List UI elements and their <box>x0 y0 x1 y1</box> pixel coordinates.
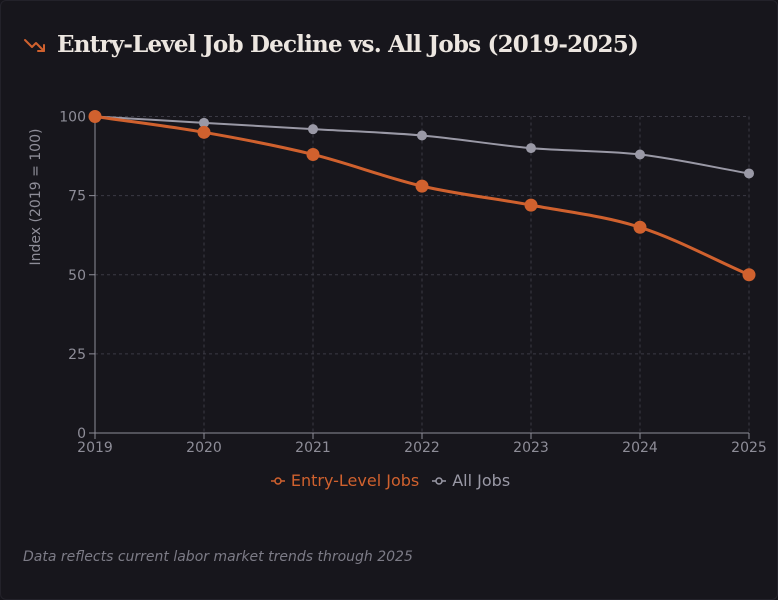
data-point-all-jobs <box>526 143 536 154</box>
series-lines <box>88 110 756 282</box>
legend-marker-all-icon <box>432 476 447 485</box>
y-axis-title: Index (2019 = 100) <box>28 129 44 266</box>
x-tick-label: 2025 <box>731 440 767 456</box>
x-tick-label: 2021 <box>295 440 331 456</box>
data-point-all-jobs <box>635 149 645 160</box>
line-chart: 0 25 50 75 100 2019 2020 2021 2022 2023 2024 2025 I… <box>28 110 767 457</box>
legend-marker-entry-icon <box>270 476 285 485</box>
x-tick-label: 2024 <box>622 440 658 456</box>
y-tick-label: 50 <box>68 268 86 284</box>
chart-title: Entry-Level Job Decline vs. All Jobs (20… <box>57 31 639 58</box>
legend: Entry-Level Jobs All Jobs <box>1 471 778 490</box>
data-point-entry-level <box>415 179 429 193</box>
x-tick-label: 2019 <box>77 440 113 456</box>
legend-label-entry-level: Entry-Level Jobs <box>290 471 420 490</box>
legend-item-all-jobs[interactable]: All Jobs <box>431 471 510 490</box>
data-point-entry-level <box>524 198 538 212</box>
data-point-entry-level <box>633 220 647 234</box>
tick-labels: 0 25 50 75 100 2019 2020 2021 2022 2023 2024 2025 <box>59 110 767 457</box>
data-point-entry-level <box>306 147 320 161</box>
y-tick-label: 100 <box>59 110 86 126</box>
trending-down-icon <box>23 35 49 55</box>
y-tick-label: 0 <box>77 426 86 442</box>
grid-lines <box>95 116 750 433</box>
data-point-all-jobs <box>417 130 427 141</box>
y-tick-label: 25 <box>68 347 86 363</box>
data-point-entry-level <box>197 125 211 139</box>
legend-label-all-jobs: All Jobs <box>452 471 511 490</box>
data-point-all-jobs <box>199 117 209 128</box>
x-tick-label: 2022 <box>404 440 440 456</box>
axes <box>89 114 750 439</box>
x-tick-label: 2023 <box>513 440 549 456</box>
data-point-all-jobs <box>308 124 318 135</box>
chart-header: Entry-Level Job Decline vs. All Jobs (20… <box>23 31 639 58</box>
data-point-entry-level <box>88 110 102 123</box>
x-tick-label: 2020 <box>186 440 222 456</box>
legend-item-entry-level[interactable]: Entry-Level Jobs <box>270 471 419 490</box>
data-point-entry-level <box>742 268 756 282</box>
data-point-all-jobs <box>744 168 754 179</box>
footer-note: Data reflects current labor market trend… <box>23 549 413 565</box>
y-tick-label: 75 <box>68 189 86 205</box>
